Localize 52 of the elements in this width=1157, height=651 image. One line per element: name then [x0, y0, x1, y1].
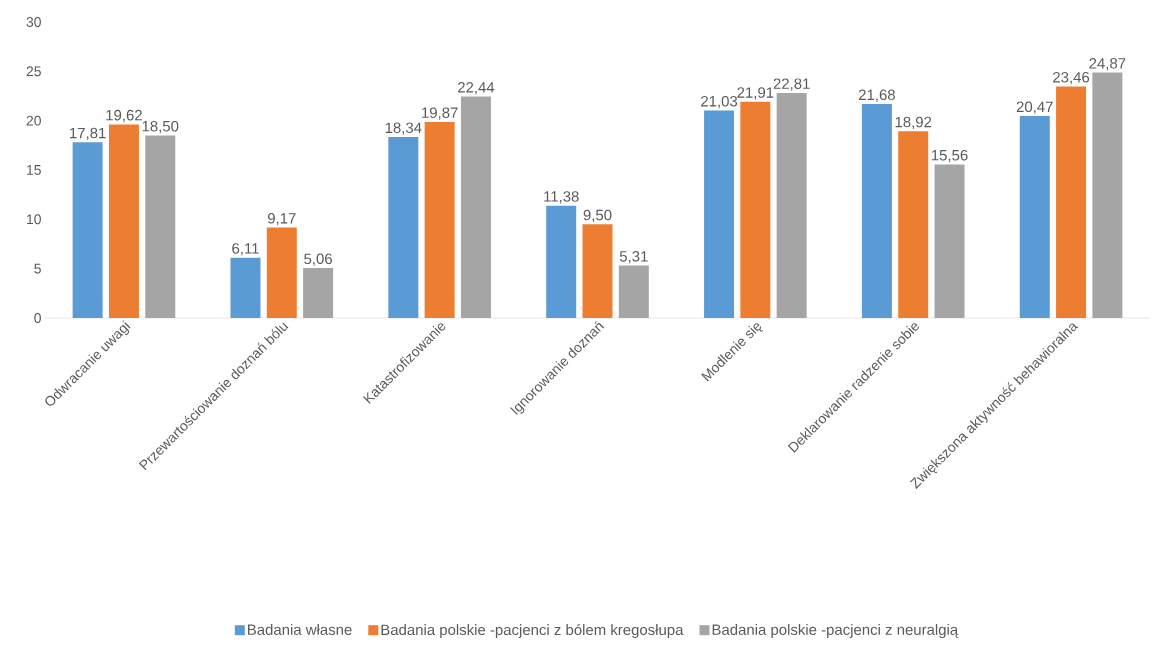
legend-label: Badania polskie -pacjenci z bólem kregosłupa — [381, 623, 684, 639]
data-label: 18,92 — [895, 116, 932, 130]
bar — [1056, 86, 1087, 318]
bar — [861, 104, 892, 318]
data-label: 18,50 — [142, 120, 179, 134]
y-tick-label: 30 — [26, 17, 41, 27]
bar — [898, 131, 929, 318]
bar — [776, 92, 807, 318]
bar — [108, 124, 139, 318]
data-label: 23,46 — [1053, 71, 1090, 85]
data-label: 21,68 — [858, 89, 895, 102]
y-tick-label: 5 — [34, 263, 41, 274]
y-tick-label: 15 — [27, 165, 41, 175]
data-label: 5,06 — [304, 253, 332, 266]
bar — [266, 227, 297, 318]
data-label: 9,17 — [267, 212, 296, 226]
data-label: 11,38 — [544, 191, 579, 204]
bar — [1092, 72, 1123, 318]
bar — [230, 257, 261, 318]
legend-label: Badania własne — [248, 624, 352, 635]
data-label: 19,87 — [422, 107, 458, 120]
data-label: 24,87 — [1089, 58, 1126, 71]
y-tick-label: 10 — [27, 214, 41, 225]
bar — [303, 268, 334, 318]
data-label: 21,91 — [737, 87, 774, 100]
bar — [704, 110, 735, 318]
data-label: 18,34 — [385, 122, 422, 135]
data-label: 5,31 — [619, 251, 648, 264]
bar — [618, 265, 649, 318]
bar — [72, 142, 103, 318]
data-label: 15,56 — [931, 149, 968, 163]
bar — [145, 135, 176, 318]
y-tick-label: 25 — [26, 66, 41, 77]
data-label: 22,81 — [773, 78, 810, 91]
bar — [934, 164, 965, 318]
bar — [546, 205, 577, 318]
data-label: 21,03 — [701, 95, 738, 109]
y-tick-label: 20 — [26, 115, 41, 126]
bar — [460, 96, 491, 318]
bar — [1019, 116, 1050, 318]
data-label: 22,44 — [458, 82, 495, 95]
data-label: 20,47 — [1016, 101, 1053, 114]
bar — [388, 137, 419, 318]
bar — [740, 101, 771, 318]
legend-label: Badania polskie -pacjenci z neuralgią — [712, 624, 959, 638]
bar — [582, 224, 613, 318]
bar — [424, 121, 455, 318]
data-label: 9,50 — [583, 209, 612, 223]
y-tick-label: 0 — [34, 313, 41, 323]
data-label: 6,11 — [232, 243, 259, 256]
data-label: 19,62 — [106, 109, 142, 123]
data-label: 17,81 — [70, 127, 106, 141]
